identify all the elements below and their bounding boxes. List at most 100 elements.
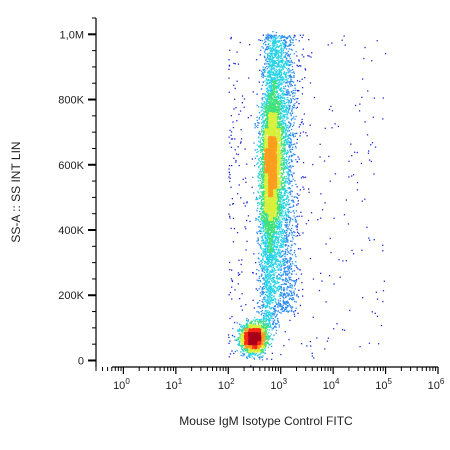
data-point <box>288 222 291 224</box>
data-point <box>278 68 281 71</box>
data-point <box>269 337 271 340</box>
data-point <box>278 89 280 91</box>
data-point <box>263 212 265 214</box>
data-point <box>268 272 271 274</box>
data-point <box>244 177 247 179</box>
data-point <box>273 230 275 232</box>
data-point <box>280 239 282 241</box>
data-point <box>270 51 273 53</box>
data-point <box>280 238 282 240</box>
data-point <box>266 263 268 265</box>
data-point <box>283 81 285 84</box>
data-point <box>295 159 297 161</box>
data-point <box>263 291 265 294</box>
data-point <box>286 238 289 240</box>
data-point <box>373 97 375 99</box>
data-point <box>272 229 275 232</box>
data-point <box>276 96 278 99</box>
data-point <box>277 265 279 267</box>
data-point <box>228 176 230 178</box>
data-point <box>290 100 293 102</box>
data-point <box>262 268 264 270</box>
data-point <box>281 197 284 199</box>
data-point <box>262 299 264 301</box>
data-point <box>263 198 265 200</box>
data-point <box>291 299 294 301</box>
data-point <box>283 288 286 290</box>
data-point <box>262 130 264 132</box>
data-point <box>273 281 275 283</box>
data-point <box>258 130 261 133</box>
data-point <box>286 81 289 83</box>
data-point <box>272 259 274 261</box>
data-point <box>277 108 279 110</box>
data-point <box>261 294 263 296</box>
data-point <box>266 92 269 94</box>
data-point <box>263 241 265 243</box>
data-point <box>285 301 287 303</box>
data-point <box>276 323 278 325</box>
data-point <box>276 276 278 278</box>
data-point <box>320 272 322 274</box>
data-point <box>292 143 294 146</box>
data-point <box>276 49 279 51</box>
data-point <box>266 107 268 109</box>
data-point <box>308 188 310 190</box>
data-point <box>285 179 287 181</box>
data-point <box>265 310 268 312</box>
data-point <box>264 345 266 347</box>
data-point <box>258 116 261 119</box>
data-point <box>259 213 261 215</box>
data-point <box>273 295 275 297</box>
data-point <box>251 353 254 355</box>
data-point <box>270 285 272 287</box>
data-point <box>273 78 276 80</box>
data-point <box>285 306 287 308</box>
data-point <box>280 189 282 191</box>
data-point <box>240 354 242 356</box>
data-point <box>293 234 295 237</box>
data-point <box>296 142 298 144</box>
data-point <box>274 82 276 85</box>
data-point <box>280 182 283 184</box>
data-point <box>233 352 235 355</box>
data-point <box>254 157 257 159</box>
data-point <box>271 254 273 256</box>
data-point <box>277 238 279 240</box>
data-point <box>280 266 282 268</box>
data-point <box>278 74 280 76</box>
data-point <box>269 307 271 309</box>
data-point <box>276 57 278 59</box>
data-point <box>288 100 291 102</box>
data-point <box>260 267 263 269</box>
data-point <box>268 238 270 240</box>
data-point <box>289 57 292 59</box>
data-point <box>282 228 284 231</box>
data-point <box>267 343 270 345</box>
data-point <box>275 51 277 53</box>
data-point <box>277 98 280 100</box>
data-point <box>281 49 283 51</box>
data-point <box>279 305 282 307</box>
data-point <box>270 85 272 87</box>
data-point <box>356 151 358 154</box>
data-point <box>264 80 266 82</box>
data-point <box>270 259 272 261</box>
data-point <box>265 305 267 307</box>
data-point <box>289 173 291 176</box>
data-point <box>280 256 282 258</box>
data-point <box>266 81 268 84</box>
data-point <box>289 122 291 124</box>
data-point <box>307 219 310 222</box>
data-point <box>268 313 270 315</box>
data-point <box>265 324 267 326</box>
data-point <box>297 268 299 270</box>
data-point <box>246 322 248 324</box>
data-point <box>283 148 285 151</box>
data-point <box>283 144 286 147</box>
data-point <box>291 148 294 150</box>
data-point <box>278 324 280 326</box>
data-point <box>262 215 265 217</box>
data-point <box>261 203 263 206</box>
data-point <box>289 102 291 104</box>
